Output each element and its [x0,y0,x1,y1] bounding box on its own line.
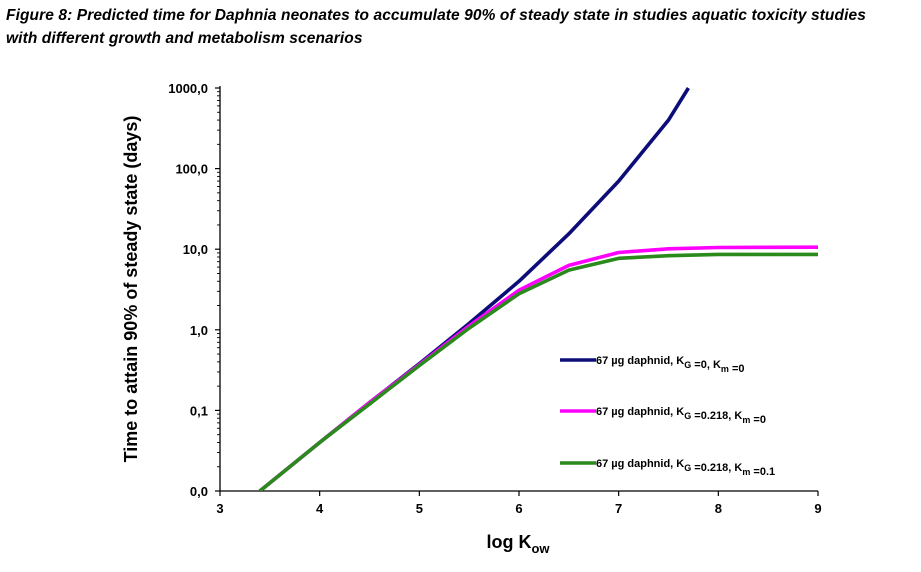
axes: 3 4 5 6 7 8 9 0,0 0,1 1,0 10,0 100,0 1000,0 [168,81,821,516]
legend-label-2: 67 µg daphnid, KG =0.218, Km =0 [596,406,766,426]
x-tick-label: 6 [515,501,522,516]
x-tick-label: 7 [615,501,622,516]
legend: 67 µg daphnid, KG =0, Km =0 67 µg daphnid… [560,355,775,478]
x-axis-title-subscript: ow [531,541,550,556]
caption-line-2: with different growth and metabolism sce… [6,30,363,47]
legend-label-1: 67 µg daphnid, KG =0, Km =0 [596,355,745,375]
series-line-1 [258,87,690,491]
x-tick-label: 8 [715,501,722,516]
x-tick-label: 4 [316,501,324,516]
x-tick-label: 5 [416,501,423,516]
x-axis-title: log Kow [486,532,550,556]
y-tick-label: 1000,0 [168,81,208,96]
figure-caption: Figure 8: Predicted time for Daphnia neo… [6,4,918,50]
x-tick-label: 9 [814,501,821,516]
y-axis-title: Time to attain 90% of steady state (days… [121,116,141,463]
y-tick-label: 0,0 [190,484,208,499]
series-lines [258,87,819,491]
y-tick-label: 1,0 [190,323,208,338]
y-tick-label: 10,0 [183,242,208,257]
series-line-3 [258,252,818,491]
legend-label-3: 67 µg daphnid, KG =0.218, Km =0.1 [596,458,775,478]
y-tick-label: 100,0 [175,162,208,177]
caption-line-1: Figure 8: Predicted time for Daphnia neo… [6,7,866,24]
x-axis-title-main: log K [486,532,531,552]
y-tick-label: 0,1 [190,403,208,418]
x-tick-label: 3 [216,501,223,516]
